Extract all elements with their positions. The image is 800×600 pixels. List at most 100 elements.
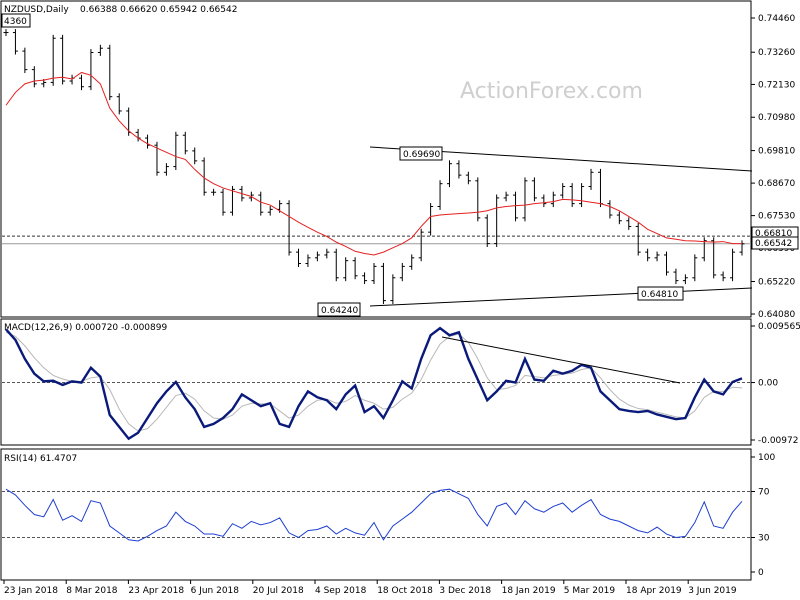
price-axis-tick-label: 0.65220 (758, 277, 795, 287)
macd-axis: 0.009565 0.00 -0.00972 (751, 322, 800, 446)
ohlc-bar (211, 188, 217, 196)
x-tick-label: 20 Jul 2018 (253, 586, 304, 596)
ohlc-bar (682, 274, 688, 285)
ohlc-bar (324, 248, 330, 259)
ohlc-bar (12, 29, 18, 55)
ohlc-bar (362, 272, 368, 285)
price-axis-tick-label: 0.73260 (758, 48, 795, 58)
ohlc-bar (645, 248, 651, 262)
x-tick-label: 6 Jun 2018 (191, 586, 240, 596)
ohlc-bar (314, 251, 320, 262)
ohlc-bar (50, 34, 56, 86)
ohlc-bar (286, 200, 292, 256)
rsi-axis-tick-label: 0 (758, 568, 764, 578)
rsi-axis-tick-label: 70 (758, 488, 770, 498)
trendline-lower (369, 287, 753, 307)
ohlc-bar (305, 254, 311, 267)
ohlc-bar (182, 131, 188, 155)
ohlc-bar (465, 171, 471, 185)
ohlc-bar (60, 34, 66, 85)
x-axis: 23 Jan 2018 8 Mar 2018 23 Apr 2018 6 Jun 20… (3, 580, 737, 596)
level-callout-recent-low: 0.64810 (637, 286, 684, 301)
ohlc-bar (494, 194, 500, 247)
ohlc-bar (635, 223, 641, 256)
x-tick-label: 3 Dec 2018 (439, 586, 491, 596)
ohlc-bar (531, 177, 537, 202)
x-tick-label: 18 Apr 2019 (626, 586, 682, 596)
price-axis-tick-label: 0.64080 (758, 310, 795, 320)
ohlc-bar (626, 217, 632, 230)
ohlc-bar (437, 180, 443, 210)
moving-average-line (5, 71, 742, 256)
ohlc-bar (456, 160, 462, 179)
x-tick-label: 23 Jan 2018 (4, 586, 58, 596)
rsi-title: RSI(14) 61.4707 (4, 454, 77, 464)
level-label-064810: 0.64810 (641, 290, 678, 300)
x-tick-label: 5 Mar 2019 (564, 586, 616, 596)
x-tick-label: 8 Mar 2018 (66, 586, 118, 596)
level-callout-4360: 4360 (1, 13, 31, 28)
ohlc-bar (107, 44, 113, 101)
ohlc-bar (513, 191, 519, 222)
ohlc-bar (654, 251, 660, 262)
price-axis-tick-label: 0.72130 (758, 80, 795, 90)
ohlc-bar (418, 228, 424, 262)
level-callout-high: 0.69690 (399, 146, 443, 161)
x-tick-label: 3 Jun 2019 (688, 586, 737, 596)
ohlc-bar (607, 200, 613, 219)
price-axis-tick-label: 0.74460 (758, 14, 795, 24)
price-header-symbol: NZDUSD,Daily (4, 5, 69, 15)
ohlc-bar (475, 177, 481, 222)
ohlc-bar (78, 74, 84, 91)
macd-axis-tick-label: -0.00972 (758, 436, 798, 446)
ohlc-bar (503, 191, 509, 202)
ohlc-bar (616, 211, 622, 225)
macd-panel-frame (0, 318, 752, 446)
ohlc-bar (399, 262, 405, 282)
macd-signal-line (5, 331, 743, 432)
ohlc-bar (409, 254, 415, 270)
macd-title: MACD(12,26,9) 0.000720 -0.000899 (4, 323, 167, 333)
ohlc-bar (560, 183, 566, 199)
ohlc-bar (484, 214, 490, 247)
ohlc-bar (173, 131, 179, 170)
ohlc-bar (343, 257, 349, 282)
ohlc-bar (692, 254, 698, 282)
x-tick-label: 4 Sep 2018 (315, 586, 367, 596)
ohlc-bar (201, 157, 207, 196)
ohlc-bar (522, 177, 528, 222)
rsi-axis-tick-label: 30 (758, 534, 770, 544)
level-label-064240: 0.64240 (321, 306, 358, 316)
watermark-text: ActionForex.com (460, 79, 643, 104)
ohlc-bar (371, 262, 377, 285)
ohlc-bar (163, 163, 169, 176)
price-tag-current: 0.66542 (751, 236, 799, 250)
macd-axis-tick-label: 0.00 (758, 379, 778, 389)
price-tag-dashed: 0.66810 (751, 226, 799, 240)
ohlc-bar (116, 93, 122, 115)
level-label-069690: 0.69690 (403, 150, 440, 160)
rsi-plot (2, 488, 751, 542)
ohlc-bar (22, 47, 28, 74)
ohlc-bar (446, 160, 452, 188)
ohlc-bar (31, 66, 37, 88)
ohlc-bar (88, 49, 94, 91)
ohlc-bar (569, 183, 575, 208)
price-panel-frame (0, 0, 752, 318)
price-tag-dashed-text: 0.66810 (755, 229, 792, 239)
ohlc-bar (258, 191, 264, 216)
ohlc-bar (588, 168, 594, 190)
ohlc-bar (730, 248, 736, 282)
macd-axis-tick-label: 0.009565 (758, 322, 800, 332)
ohlc-bar (673, 268, 679, 285)
rsi-line (5, 488, 743, 542)
rsi-axis: 100 70 30 0 (751, 453, 775, 578)
ohlc-bar (333, 248, 339, 282)
price-axis-tick-label: 0.69810 (758, 147, 795, 157)
ohlc-bar (550, 191, 556, 208)
x-tick-label: 18 Oct 2018 (377, 586, 433, 596)
ohlc-bar (352, 257, 358, 280)
ohlc-bar (267, 205, 273, 216)
rsi-panel-frame (0, 448, 752, 581)
